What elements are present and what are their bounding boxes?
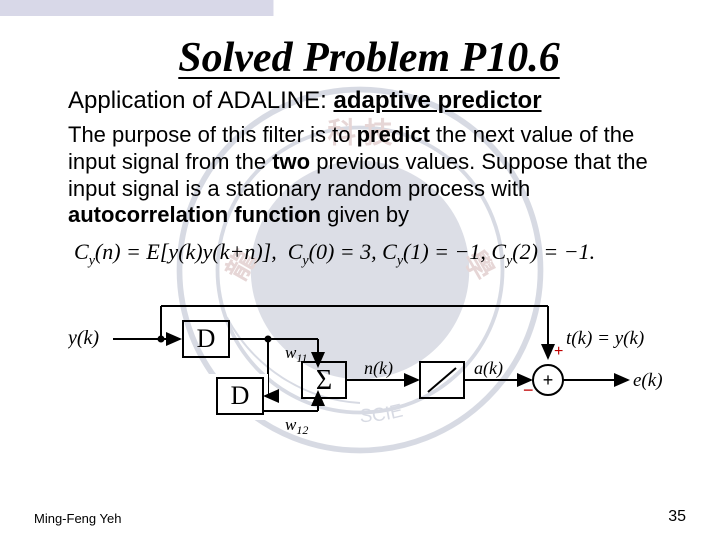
footer-page-number: 35 xyxy=(668,508,686,526)
subtitle: Application of ADALINE: adaptive predict… xyxy=(68,86,670,116)
subtitle-link: adaptive predictor xyxy=(333,87,541,114)
footer-author: Ming-Feng Yeh xyxy=(34,511,121,526)
label-yk: y(k) xyxy=(68,327,99,349)
body-seg: given by xyxy=(321,202,409,227)
body-bold-autocorr: autocorrelation function xyxy=(68,202,321,227)
sum-plus: + xyxy=(543,370,554,390)
body-bold-two: two xyxy=(272,149,310,174)
label-tk: t(k) = y(k) xyxy=(566,328,644,349)
sigma-box: Σ xyxy=(316,365,332,396)
top-bar xyxy=(0,0,720,16)
formula: Cy(n) = E[y(k)y(k+n)], Cy(0) = 3, Cy(1) … xyxy=(68,239,670,269)
block-diagram: y(k) D w11 D xyxy=(68,296,670,476)
body-text: The purpose of this filter is to predict… xyxy=(68,122,670,229)
diagram-svg: y(k) D w11 D xyxy=(68,296,668,466)
page-title: Solved Problem P10.6 xyxy=(68,34,670,82)
body-seg: The purpose of this filter is to xyxy=(68,122,357,147)
label-ak: a(k) xyxy=(474,358,503,379)
label-nk: n(k) xyxy=(364,358,393,379)
sign-minus: − xyxy=(523,380,534,400)
sign-plus: + xyxy=(554,343,563,360)
body-bold-predict: predict xyxy=(357,122,430,147)
subtitle-text: Application of ADALINE: xyxy=(68,87,333,114)
label-ek: e(k) xyxy=(633,370,663,391)
